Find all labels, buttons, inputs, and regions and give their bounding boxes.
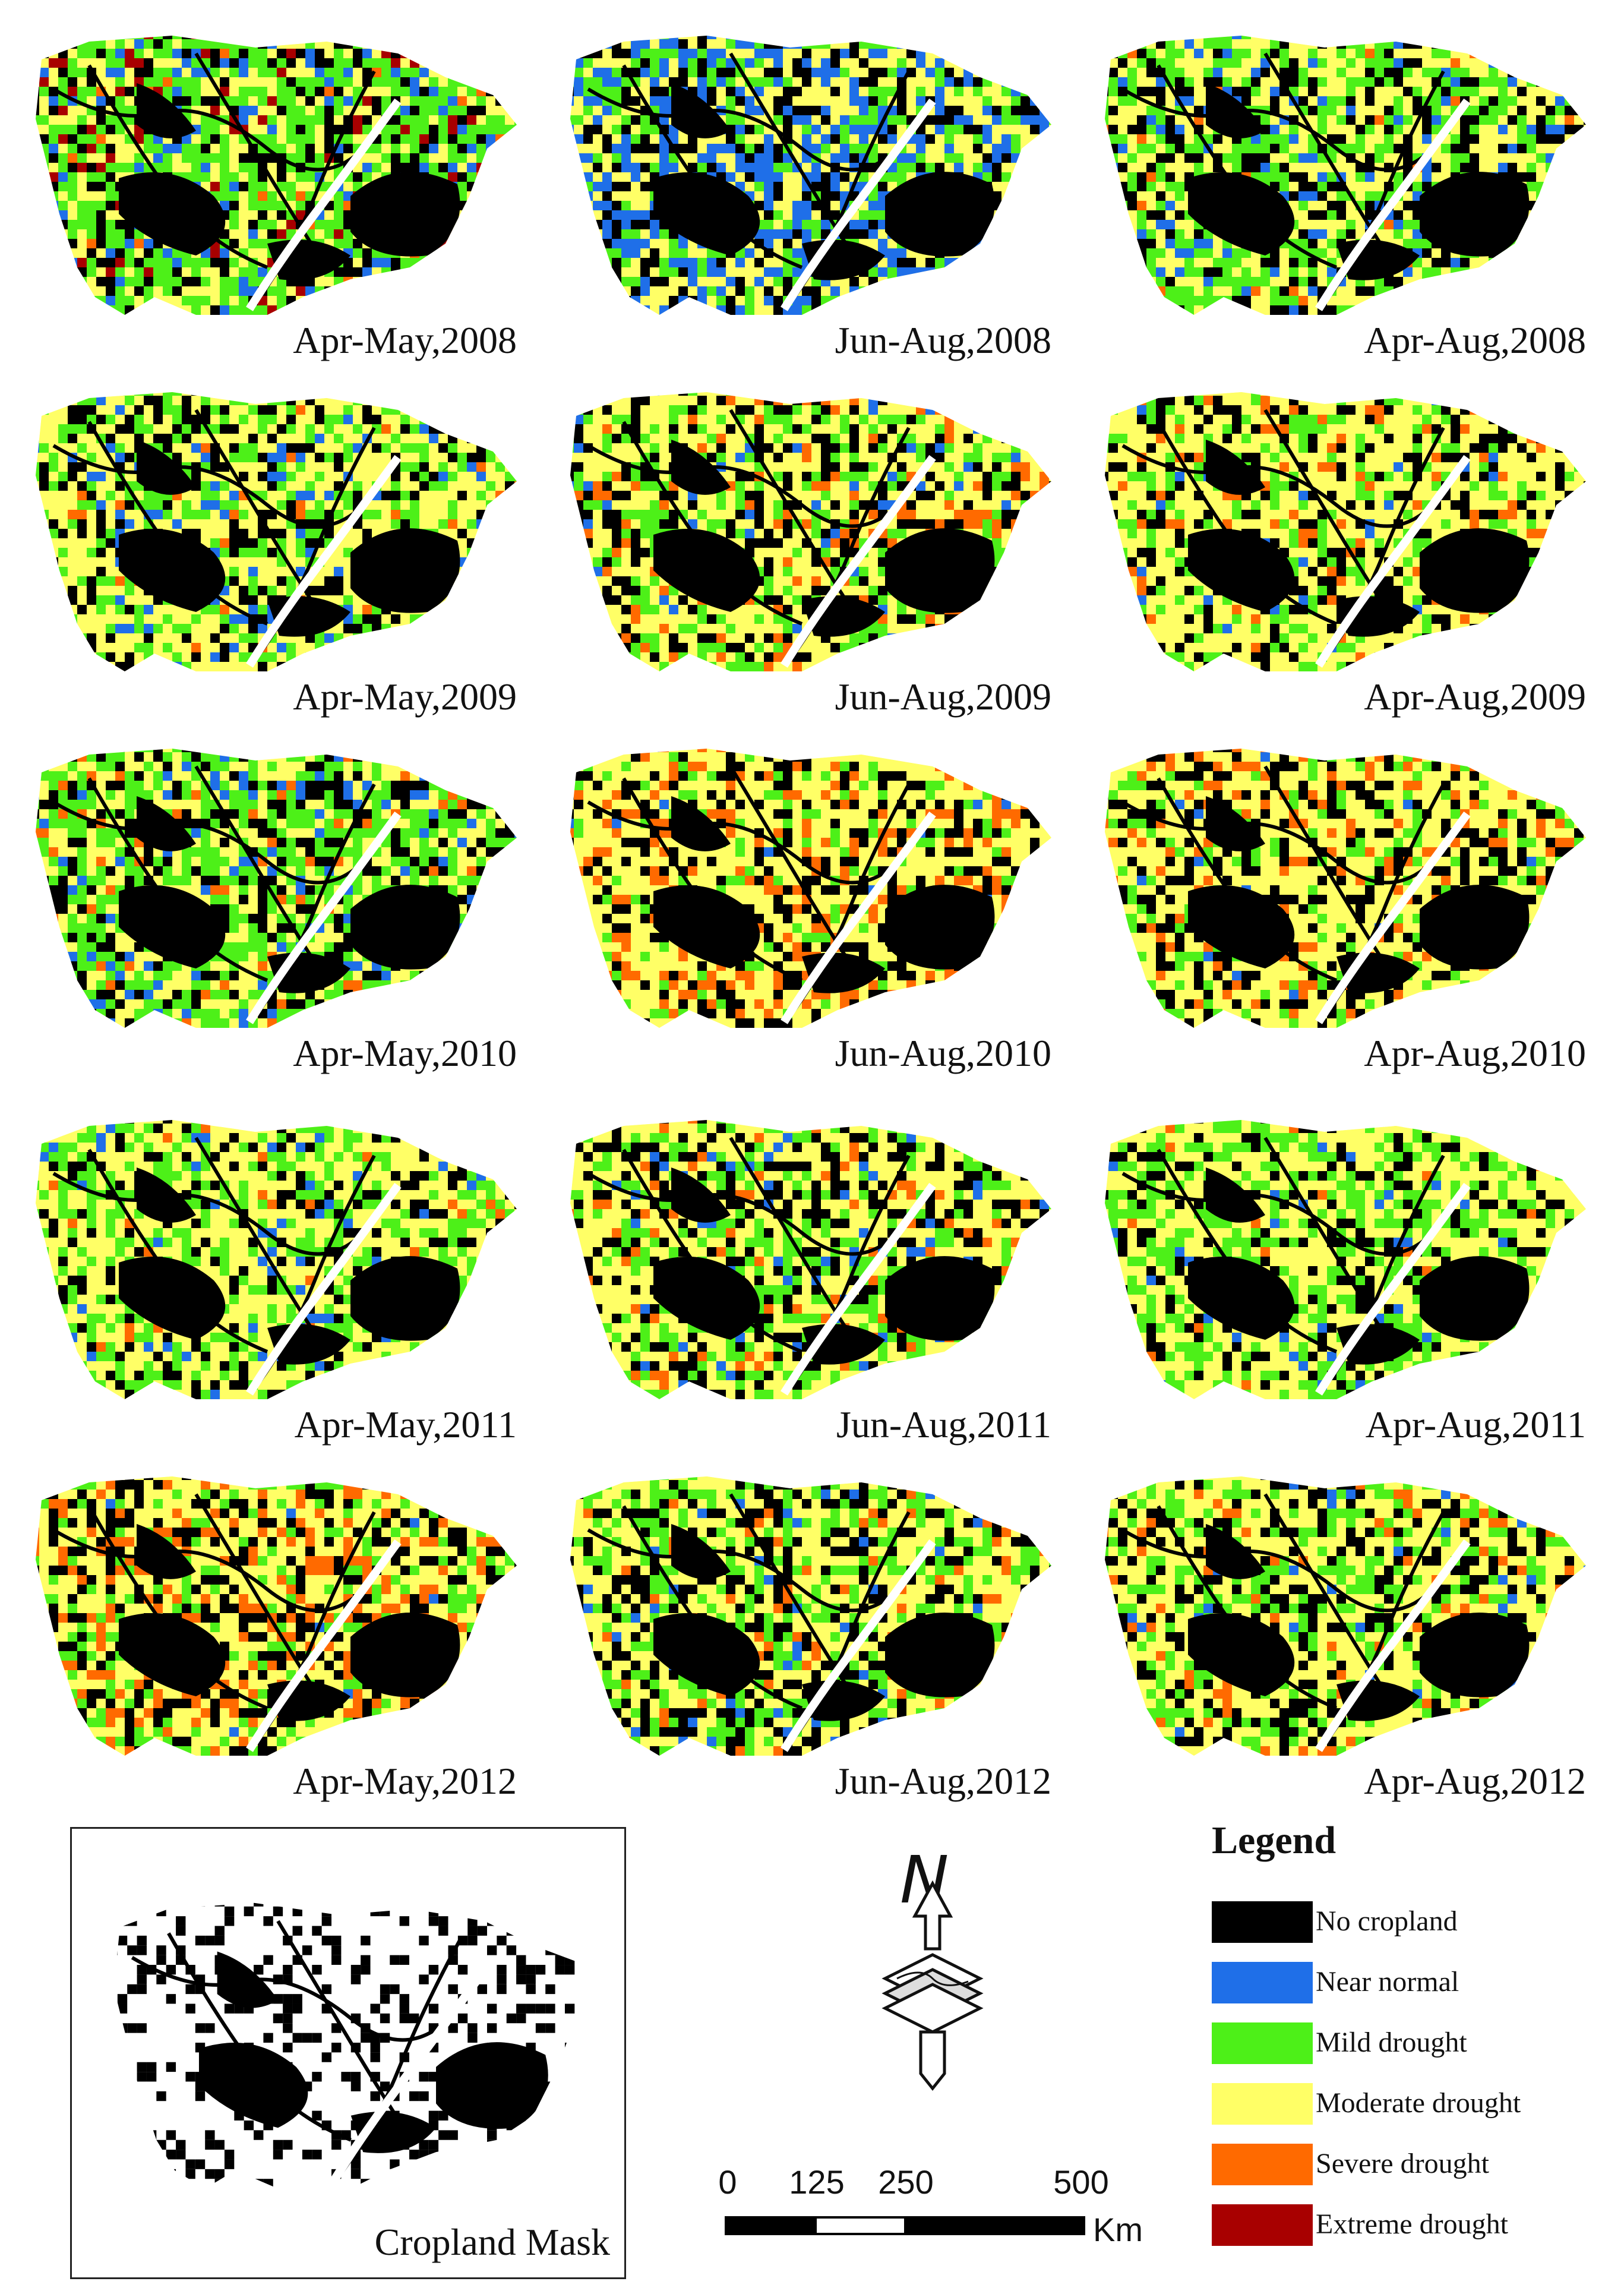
legend-swatch <box>1212 2204 1313 2246</box>
panel-label: Apr-Aug,2010 <box>1364 1031 1586 1075</box>
drought-map <box>1105 1476 1586 1756</box>
panel-label: Jun-Aug,2008 <box>835 318 1051 362</box>
drought-map <box>570 36 1051 315</box>
panel-label: Jun-Aug,2011 <box>836 1403 1051 1447</box>
map-panel: Jun-Aug,2010 <box>552 731 1063 1075</box>
legend-item: Severe drought <box>1212 2144 1616 2191</box>
panel-label: Apr-May,2011 <box>295 1403 517 1447</box>
scale-unit: Km <box>1093 2210 1143 2249</box>
drought-map <box>36 1476 517 1756</box>
panel-label: Jun-Aug,2012 <box>835 1759 1051 1803</box>
legend-item: Extreme drought <box>1212 2204 1616 2252</box>
legend-label: Extreme drought <box>1316 2208 1508 2241</box>
scale-segment <box>814 2216 906 2235</box>
legend-label: Moderate drought <box>1316 2087 1521 2119</box>
panel-label: Apr-Aug,2011 <box>1366 1403 1586 1447</box>
north-arrow-icon <box>881 1880 984 2091</box>
drought-map <box>570 1476 1051 1756</box>
legend-item: No cropland <box>1212 1901 1616 1949</box>
cropland-mask-map <box>113 1902 606 2189</box>
legend-label: Near normal <box>1316 1965 1459 1998</box>
map-panel: Apr-May,2011 <box>18 1102 529 1447</box>
panel-label: Apr-Aug,2008 <box>1364 318 1586 362</box>
panel-label: Apr-May,2010 <box>293 1031 517 1075</box>
map-panel: Jun-Aug,2012 <box>552 1459 1063 1803</box>
legend-label: Mild drought <box>1316 2026 1467 2059</box>
map-panel: Apr-Aug,2008 <box>1087 18 1598 362</box>
scale-tick-label: 250 <box>878 2163 933 2201</box>
drought-map <box>1105 392 1586 671</box>
panel-label: Apr-May,2008 <box>293 318 517 362</box>
map-panel: Apr-Aug,2010 <box>1087 731 1598 1075</box>
map-panel: Apr-Aug,2012 <box>1087 1459 1598 1803</box>
cropland-mask-inset: Cropland Mask <box>70 1827 626 2279</box>
map-panel: Apr-May,2009 <box>18 374 529 719</box>
map-panel: Apr-May,2012 <box>18 1459 529 1803</box>
drought-map <box>1105 749 1586 1028</box>
panel-label: Jun-Aug,2009 <box>835 675 1051 719</box>
scale-segment <box>725 2216 817 2235</box>
drought-map <box>36 36 517 315</box>
drought-map <box>36 749 517 1028</box>
panel-label: Apr-Aug,2012 <box>1364 1759 1586 1803</box>
map-panel: Jun-Aug,2008 <box>552 18 1063 362</box>
scale-tick-label: 125 <box>789 2163 844 2201</box>
legend-swatch <box>1212 1962 1313 2003</box>
map-panel: Apr-May,2010 <box>18 731 529 1075</box>
legend-swatch <box>1212 2022 1313 2064</box>
legend-title: Legend <box>1212 1818 1336 1863</box>
drought-map <box>570 392 1051 671</box>
map-panel: Apr-Aug,2009 <box>1087 374 1598 719</box>
panel-label: Apr-May,2009 <box>293 675 517 719</box>
scale-bar: 0 125 250 500 Km <box>707 2163 1182 2252</box>
scale-tick-label: 0 <box>718 2163 737 2201</box>
legend: Legend No cropland Near normal Mild drough… <box>1212 1818 1616 2287</box>
panel-label: Apr-May,2012 <box>293 1759 517 1803</box>
scale-segment <box>904 2216 1085 2235</box>
map-panel: Jun-Aug,2009 <box>552 374 1063 719</box>
legend-swatch <box>1212 2083 1313 2125</box>
legend-item: Moderate drought <box>1212 2083 1616 2131</box>
drought-map <box>570 1120 1051 1399</box>
map-panel: Apr-Aug,2011 <box>1087 1102 1598 1447</box>
legend-item: Mild drought <box>1212 2022 1616 2070</box>
drought-map <box>36 1120 517 1399</box>
map-panel: Jun-Aug,2011 <box>552 1102 1063 1447</box>
legend-label: No cropland <box>1316 1905 1458 1938</box>
legend-swatch <box>1212 2144 1313 2185</box>
scale-tick-label: 500 <box>1053 2163 1108 2201</box>
panel-label: Jun-Aug,2010 <box>835 1031 1051 1075</box>
legend-item: Near normal <box>1212 1962 1616 2009</box>
cropland-mask-label: Cropland Mask <box>375 2220 610 2264</box>
drought-map <box>36 392 517 671</box>
map-panel: Apr-May,2008 <box>18 18 529 362</box>
legend-swatch <box>1212 1901 1313 1943</box>
legend-label: Severe drought <box>1316 2147 1489 2180</box>
drought-map <box>1105 1120 1586 1399</box>
drought-map <box>570 749 1051 1028</box>
drought-map <box>1105 36 1586 315</box>
panel-label: Apr-Aug,2009 <box>1364 675 1586 719</box>
